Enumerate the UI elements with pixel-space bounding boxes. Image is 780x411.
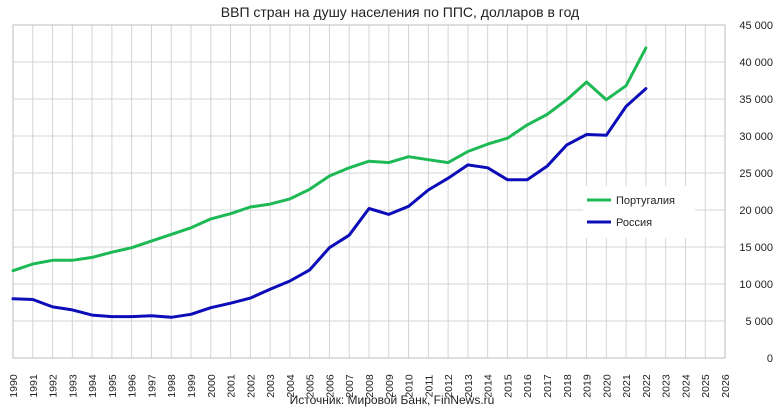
x-tick-label: 1996 (127, 374, 139, 398)
y-tick-label: 40 000 (739, 57, 773, 69)
x-tick-label: 1993 (67, 374, 79, 398)
x-tick-label: 2008 (364, 374, 376, 398)
source-note: Источник: Мировой Банк, FinNews.ru (290, 393, 495, 407)
legend-box (583, 186, 695, 238)
x-tick-label: 2022 (641, 374, 653, 398)
y-tick-label: 20 000 (739, 205, 773, 217)
x-tick-label: 2017 (542, 374, 554, 398)
x-tick-label: 1997 (146, 374, 158, 398)
x-tick-label: 2007 (344, 374, 356, 398)
x-tick-label: 2004 (285, 374, 297, 398)
x-tick-label: 1998 (166, 374, 178, 398)
axes: 0 5 000 10 000 15 000 20 000 25 000 30 000 35 0… (8, 20, 773, 398)
y-tick-label: 0 (767, 353, 773, 365)
x-tick-label: 2002 (245, 374, 257, 398)
x-tick-label: 2005 (305, 374, 317, 398)
x-tick-label: 2011 (423, 375, 435, 398)
x-tick-label: 2003 (265, 374, 277, 398)
x-tick-label: 2020 (601, 374, 613, 398)
x-tick-label: 2014 (483, 374, 495, 398)
y-tick-label: 5 000 (745, 316, 773, 328)
x-tick-label: 2021 (621, 374, 633, 398)
x-tick-label: 2012 (443, 374, 455, 398)
x-tick-label: 2013 (463, 374, 475, 398)
x-tick-label: 2015 (502, 374, 514, 398)
x-tick-label: 2019 (582, 374, 594, 398)
x-tick-label: 2006 (324, 374, 336, 398)
x-tick-label: 1992 (48, 374, 60, 398)
y-tick-label: 15 000 (739, 242, 773, 254)
legend-label: Португалия (616, 195, 675, 207)
x-tick-label: 2010 (404, 374, 416, 398)
y-tick-label: 35 000 (739, 94, 773, 106)
x-tick-label: 2009 (384, 374, 396, 398)
x-tick-label: 2018 (562, 374, 574, 398)
y-tick-label: 45 000 (739, 20, 773, 32)
plot-border (12, 24, 726, 359)
y-tick-label: 25 000 (739, 168, 773, 180)
series-line-0 (11, 46, 648, 273)
x-tick-label: 2023 (661, 374, 673, 398)
x-tick-label: 1995 (107, 374, 119, 398)
x-tick-label: 1990 (8, 374, 20, 398)
y-tick-label: 10 000 (739, 279, 773, 291)
x-tick-label: 2024 (680, 374, 692, 398)
x-tick-label: 2025 (700, 374, 712, 398)
legend-label: Россия (616, 217, 652, 229)
y-tick-label: 30 000 (739, 131, 773, 143)
x-tick-label: 1991 (28, 374, 40, 398)
x-tick-label: 1994 (87, 374, 99, 398)
chart-title: ВВП стран на душу населения по ППС, долл… (221, 4, 579, 20)
series-lines (11, 46, 648, 319)
x-tick-label: 2016 (522, 374, 534, 398)
x-tick-label: 2000 (206, 374, 218, 398)
x-tick-label: 2001 (226, 374, 238, 398)
x-tick-label: 1999 (186, 374, 198, 398)
x-tick-label: 2026 (720, 374, 732, 398)
series-line-1 (11, 87, 648, 319)
legend: Португалия Россия (583, 186, 695, 238)
